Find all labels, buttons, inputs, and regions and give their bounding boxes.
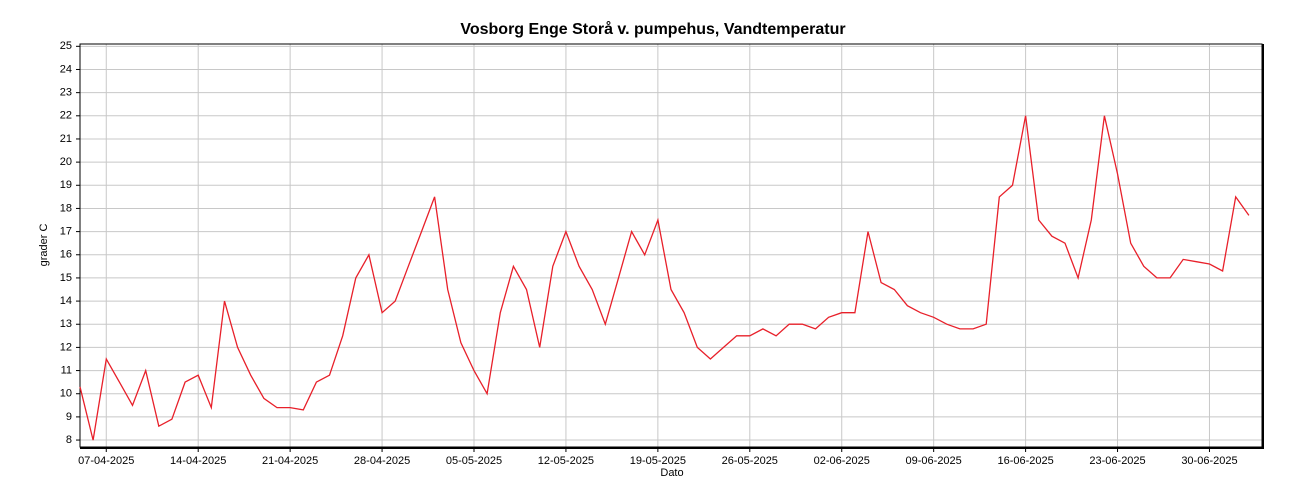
x-tick-label: 26-05-2025	[722, 455, 778, 467]
x-tick-label: 05-05-2025	[446, 455, 502, 467]
x-tick-label: 14-04-2025	[170, 455, 226, 467]
x-tick-label: 23-06-2025	[1089, 455, 1145, 467]
data-line	[79, 115, 1250, 441]
y-tick-label: 24	[60, 63, 72, 75]
y-tick-label: 23	[60, 87, 72, 99]
x-tick-label: 28-04-2025	[354, 455, 410, 467]
x-tick-label: 12-05-2025	[538, 455, 594, 467]
x-tick-label: 02-06-2025	[814, 455, 870, 467]
y-tick-label: 12	[60, 341, 72, 353]
y-tick-label: 13	[60, 318, 72, 330]
y-tick-label: 17	[60, 226, 72, 238]
y-tick-label: 15	[60, 272, 72, 284]
chart-title: Vosborg Enge Storå v. pumpehus, Vandtemp…	[460, 20, 845, 38]
y-tick-label: 19	[60, 179, 72, 191]
y-tick-label: 25	[60, 40, 72, 52]
y-tick-label: 18	[60, 202, 72, 214]
y-tick-label: 16	[60, 249, 72, 261]
x-tick-label: 07-04-2025	[78, 455, 134, 467]
y-tick-label: 22	[60, 110, 72, 122]
x-tick-label: 16-06-2025	[997, 455, 1053, 467]
y-tick-label: 11	[61, 364, 72, 376]
y-tick-label: 8	[66, 434, 72, 446]
x-tick-label: 19-05-2025	[630, 455, 686, 467]
x-tick-label: 30-06-2025	[1181, 455, 1237, 467]
x-axis-label: Dato	[660, 467, 683, 479]
y-tick-label: 20	[60, 156, 72, 168]
y-tick-label: 21	[60, 133, 72, 145]
y-tick-label: 14	[60, 295, 72, 307]
x-tick-label: 21-04-2025	[262, 455, 318, 467]
plot-area	[80, 44, 1262, 447]
y-tick-label: 10	[60, 388, 72, 400]
y-tick-label: 9	[66, 411, 72, 423]
y-axis-label: grader C	[38, 224, 50, 267]
x-tick-label: 09-06-2025	[906, 455, 962, 467]
